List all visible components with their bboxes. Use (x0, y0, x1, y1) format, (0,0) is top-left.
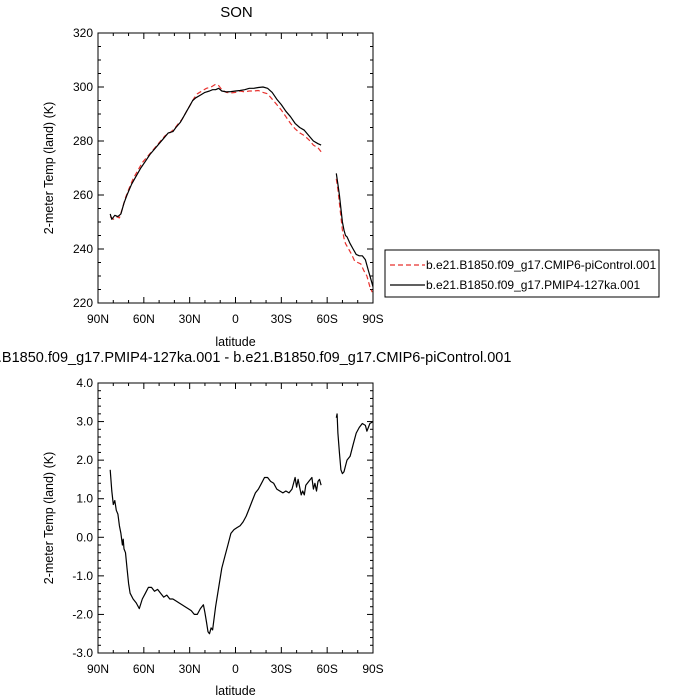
x-tick-label: 60N (133, 662, 155, 676)
series-line-1-segment-1 (109, 83, 322, 220)
x-tick-label: 90S (362, 312, 383, 326)
chart-title: SON (220, 4, 253, 21)
x-tick-label: 60N (133, 312, 155, 326)
x-axis-label: latitude (215, 684, 255, 698)
series-line-2-segment-1 (109, 86, 322, 220)
x-tick-label: 30N (179, 312, 201, 326)
series-line-1-segment-2 (335, 413, 374, 475)
x-axis-label: latitude (215, 335, 255, 349)
legend-box (384, 249, 660, 298)
x-tick-label: 90N (87, 662, 109, 676)
plot-frame (97, 382, 374, 654)
y-axis-label: 2-meter Temp (land) (K) (42, 452, 56, 584)
y-tick-label: 240 (73, 242, 93, 256)
y-tick-label: 300 (73, 80, 93, 94)
x-tick-label: 90N (87, 312, 109, 326)
x-tick-label: 30S (271, 662, 292, 676)
y-tick-label: 2.0 (76, 453, 93, 467)
series-line-2-segment-2 (335, 173, 374, 287)
y-tick-label: 260 (73, 188, 93, 202)
series-line-1-segment-1 (109, 469, 322, 635)
y-tick-label: 3.0 (76, 415, 93, 429)
x-tick-label: 30S (271, 312, 292, 326)
series-line-1-segment-2 (335, 178, 373, 293)
y-tick-label: 0.0 (76, 530, 93, 544)
legend-entry-2: b.e21.B1850.f09_g17.PMIP4-127ka.001 (426, 278, 640, 292)
chart-title: b.e21.B1850.f09_g17.PMIP4-127ka.001 - b.… (0, 350, 511, 366)
y-tick-label: -2.0 (72, 607, 93, 621)
x-tick-label: 60S (316, 662, 337, 676)
x-tick-label: 0 (232, 662, 239, 676)
y-tick-label: 220 (73, 296, 93, 310)
y-tick-label: -3.0 (72, 646, 93, 660)
x-tick-label: 0 (232, 312, 239, 326)
y-tick-label: 280 (73, 134, 93, 148)
x-tick-label: 90S (362, 662, 383, 676)
y-tick-label: 4.0 (76, 376, 93, 390)
y-tick-label: 1.0 (76, 492, 93, 506)
x-tick-label: 60S (316, 312, 337, 326)
y-tick-label: 320 (73, 26, 93, 40)
y-tick-label: -1.0 (72, 569, 93, 583)
chart-panel-1 (97, 32, 660, 304)
y-axis-label: 2-meter Temp (land) (K) (42, 102, 56, 234)
legend-entry-1: b.e21.B1850.f09_g17.CMIP6-piControl.001 (426, 258, 656, 272)
chart-panel-2 (97, 382, 374, 654)
x-tick-label: 30N (179, 662, 201, 676)
